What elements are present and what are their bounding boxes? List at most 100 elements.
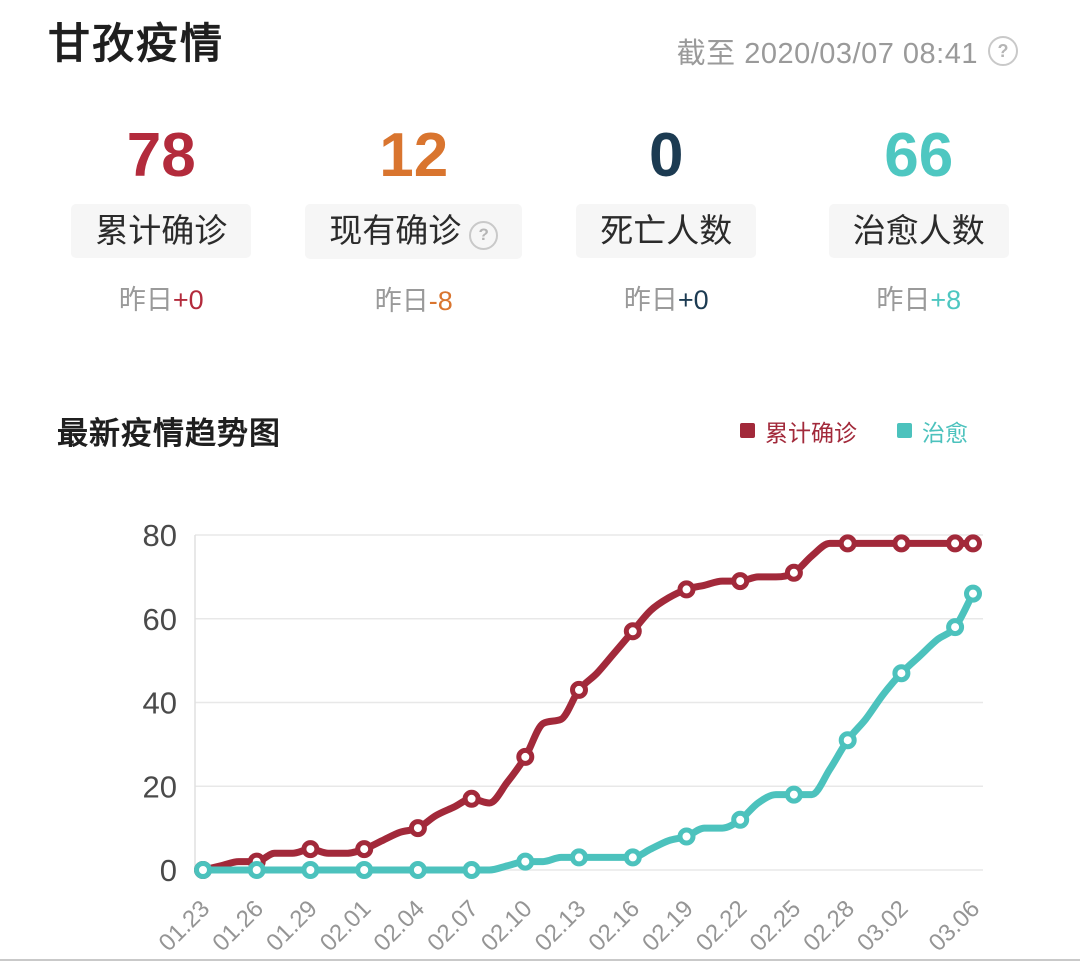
x-axis-tick-label: 03.06 [924, 895, 986, 957]
stat-card-deaths: 0 死亡人数 昨日+0 [540, 124, 793, 318]
data-point-marker[interactable] [964, 534, 982, 553]
y-axis-tick-label: 40 [143, 686, 177, 721]
x-axis-tick-label: 02.07 [422, 895, 484, 957]
legend-swatch-cured [897, 423, 912, 438]
stat-label-pill: 死亡人数 [576, 204, 757, 258]
trend-title: 最新疫情趋势图 [57, 416, 281, 451]
trend-chart[interactable]: 0 20 40 60 80 01.23 01.26 01.29 02.01 02.04 02.07 0… [0, 476, 1080, 961]
stat-label-pill: 累计确诊 [71, 204, 252, 258]
data-point-marker[interactable] [964, 584, 982, 603]
delta-prefix: 昨日 [876, 285, 931, 315]
trend-header: 最新疫情趋势图 累计确诊 治愈 [57, 408, 968, 453]
stat-label: 死亡人数 [600, 212, 733, 249]
legend-label: 治愈 [922, 419, 968, 446]
delta-prefix: 昨日 [374, 285, 429, 316]
data-point-marker[interactable] [570, 680, 588, 699]
stat-label: 累计确诊 [95, 212, 228, 249]
y-axis-tick-label: 20 [143, 769, 177, 804]
stat-value: 66 [884, 121, 954, 190]
data-point-marker[interactable] [355, 861, 374, 879]
delta-value: +8 [930, 285, 962, 315]
delta-prefix: 昨日 [118, 285, 173, 315]
delta-value: +0 [677, 285, 709, 315]
question-circle-icon[interactable]: ? [469, 220, 499, 250]
timestamp: 截至 2020/03/07 08:41 [676, 38, 978, 70]
data-point-marker[interactable] [892, 534, 911, 553]
bottom-divider [0, 959, 1080, 961]
page-title: 甘孜疫情 [48, 20, 225, 67]
data-point-marker[interactable] [838, 731, 857, 750]
data-point-marker[interactable] [784, 563, 803, 582]
stat-card-cured: 66 治愈人数 昨日+8 [793, 124, 1046, 318]
data-point-marker[interactable] [301, 840, 320, 859]
x-axis-tick-label: 02.04 [369, 895, 431, 957]
x-axis-tick-label: 01.23 [154, 895, 216, 957]
data-point-marker[interactable] [570, 848, 588, 867]
data-point-marker[interactable] [355, 840, 374, 859]
x-axis-tick-label: 02.16 [583, 895, 645, 957]
x-axis-tick-label: 02.13 [530, 895, 592, 957]
stat-delta: 昨日-8 [288, 279, 541, 318]
stat-delta: 昨日+8 [793, 278, 1046, 317]
stat-card-current-confirmed: 12 现有确诊? 昨日-8 [288, 124, 541, 318]
legend-swatch-confirmed [740, 423, 755, 438]
data-point-marker[interactable] [408, 861, 427, 879]
data-point-marker[interactable] [623, 622, 642, 641]
data-point-marker[interactable] [516, 852, 535, 871]
data-point-marker[interactable] [247, 861, 266, 879]
x-axis-tick-label: 01.29 [261, 895, 323, 957]
data-point-marker[interactable] [677, 580, 696, 599]
y-axis-tick-label: 0 [160, 853, 177, 888]
x-axis-tick-label: 02.28 [798, 895, 860, 957]
stat-value: 0 [649, 121, 684, 190]
line-cured [199, 590, 977, 874]
x-axis-tick-label: 02.10 [476, 895, 538, 957]
legend-label: 累计确诊 [765, 419, 857, 446]
stat-card-cumulative-confirmed: 78 累计确诊 昨日+0 [35, 124, 288, 318]
stat-value: 78 [126, 121, 196, 190]
data-point-marker[interactable] [408, 819, 427, 838]
data-point-marker[interactable] [462, 789, 481, 808]
data-point-marker[interactable] [784, 785, 803, 804]
data-point-marker[interactable] [946, 618, 965, 637]
delta-prefix: 昨日 [623, 285, 678, 315]
x-axis-tick-label: 01.26 [207, 895, 269, 957]
data-point-marker[interactable] [946, 534, 965, 553]
data-point-marker[interactable] [892, 664, 911, 683]
stat-label-pill: 治愈人数 [828, 204, 1009, 258]
x-axis-tick-label: 03.02 [852, 895, 914, 957]
data-point-marker[interactable] [838, 534, 857, 553]
x-axis-tick-label: 02.19 [637, 895, 699, 957]
data-point-marker[interactable] [194, 861, 212, 879]
data-point-marker[interactable] [731, 810, 750, 829]
line-cumulative-confirmed [199, 539, 977, 874]
y-axis-tick-label: 60 [143, 602, 177, 637]
data-point-marker[interactable] [516, 747, 535, 766]
question-circle-icon[interactable]: ? [988, 36, 1018, 66]
stat-label: 治愈人数 [852, 212, 985, 249]
timestamp-row: 截至 2020/03/07 08:41 ? [677, 30, 1018, 72]
trend-chart-canvas[interactable]: 02040608001.2301.2601.2902.0102.0402.070… [0, 476, 1080, 961]
delta-value: +0 [172, 285, 204, 315]
legend-item-cured[interactable]: 治愈 [897, 414, 968, 448]
chart-legend: 累计确诊 治愈 [740, 414, 968, 448]
stat-delta: 昨日+0 [540, 278, 793, 317]
header: 甘孜疫情 截至 2020/03/07 08:41 ? [48, 18, 1018, 72]
data-point-marker[interactable] [731, 572, 750, 591]
stat-value: 12 [379, 121, 449, 190]
data-point-marker[interactable] [301, 861, 320, 879]
stat-label: 现有确诊 [329, 212, 462, 249]
data-point-marker[interactable] [462, 861, 481, 879]
data-point-marker[interactable] [623, 848, 642, 867]
y-axis-tick-label: 80 [143, 518, 177, 553]
stat-label-pill: 现有确诊? [305, 204, 523, 259]
x-axis-tick-label: 02.22 [691, 895, 753, 957]
legend-item-confirmed[interactable]: 累计确诊 [740, 414, 857, 448]
delta-value: -8 [428, 285, 453, 316]
stats-row: 78 累计确诊 昨日+0 12 现有确诊? 昨日-8 0 死亡人数 昨日+0 6… [35, 124, 1045, 318]
stat-delta: 昨日+0 [35, 278, 288, 317]
data-point-marker[interactable] [677, 827, 696, 846]
x-axis-tick-label: 02.25 [745, 895, 807, 957]
x-axis-tick-label: 02.01 [315, 895, 377, 957]
